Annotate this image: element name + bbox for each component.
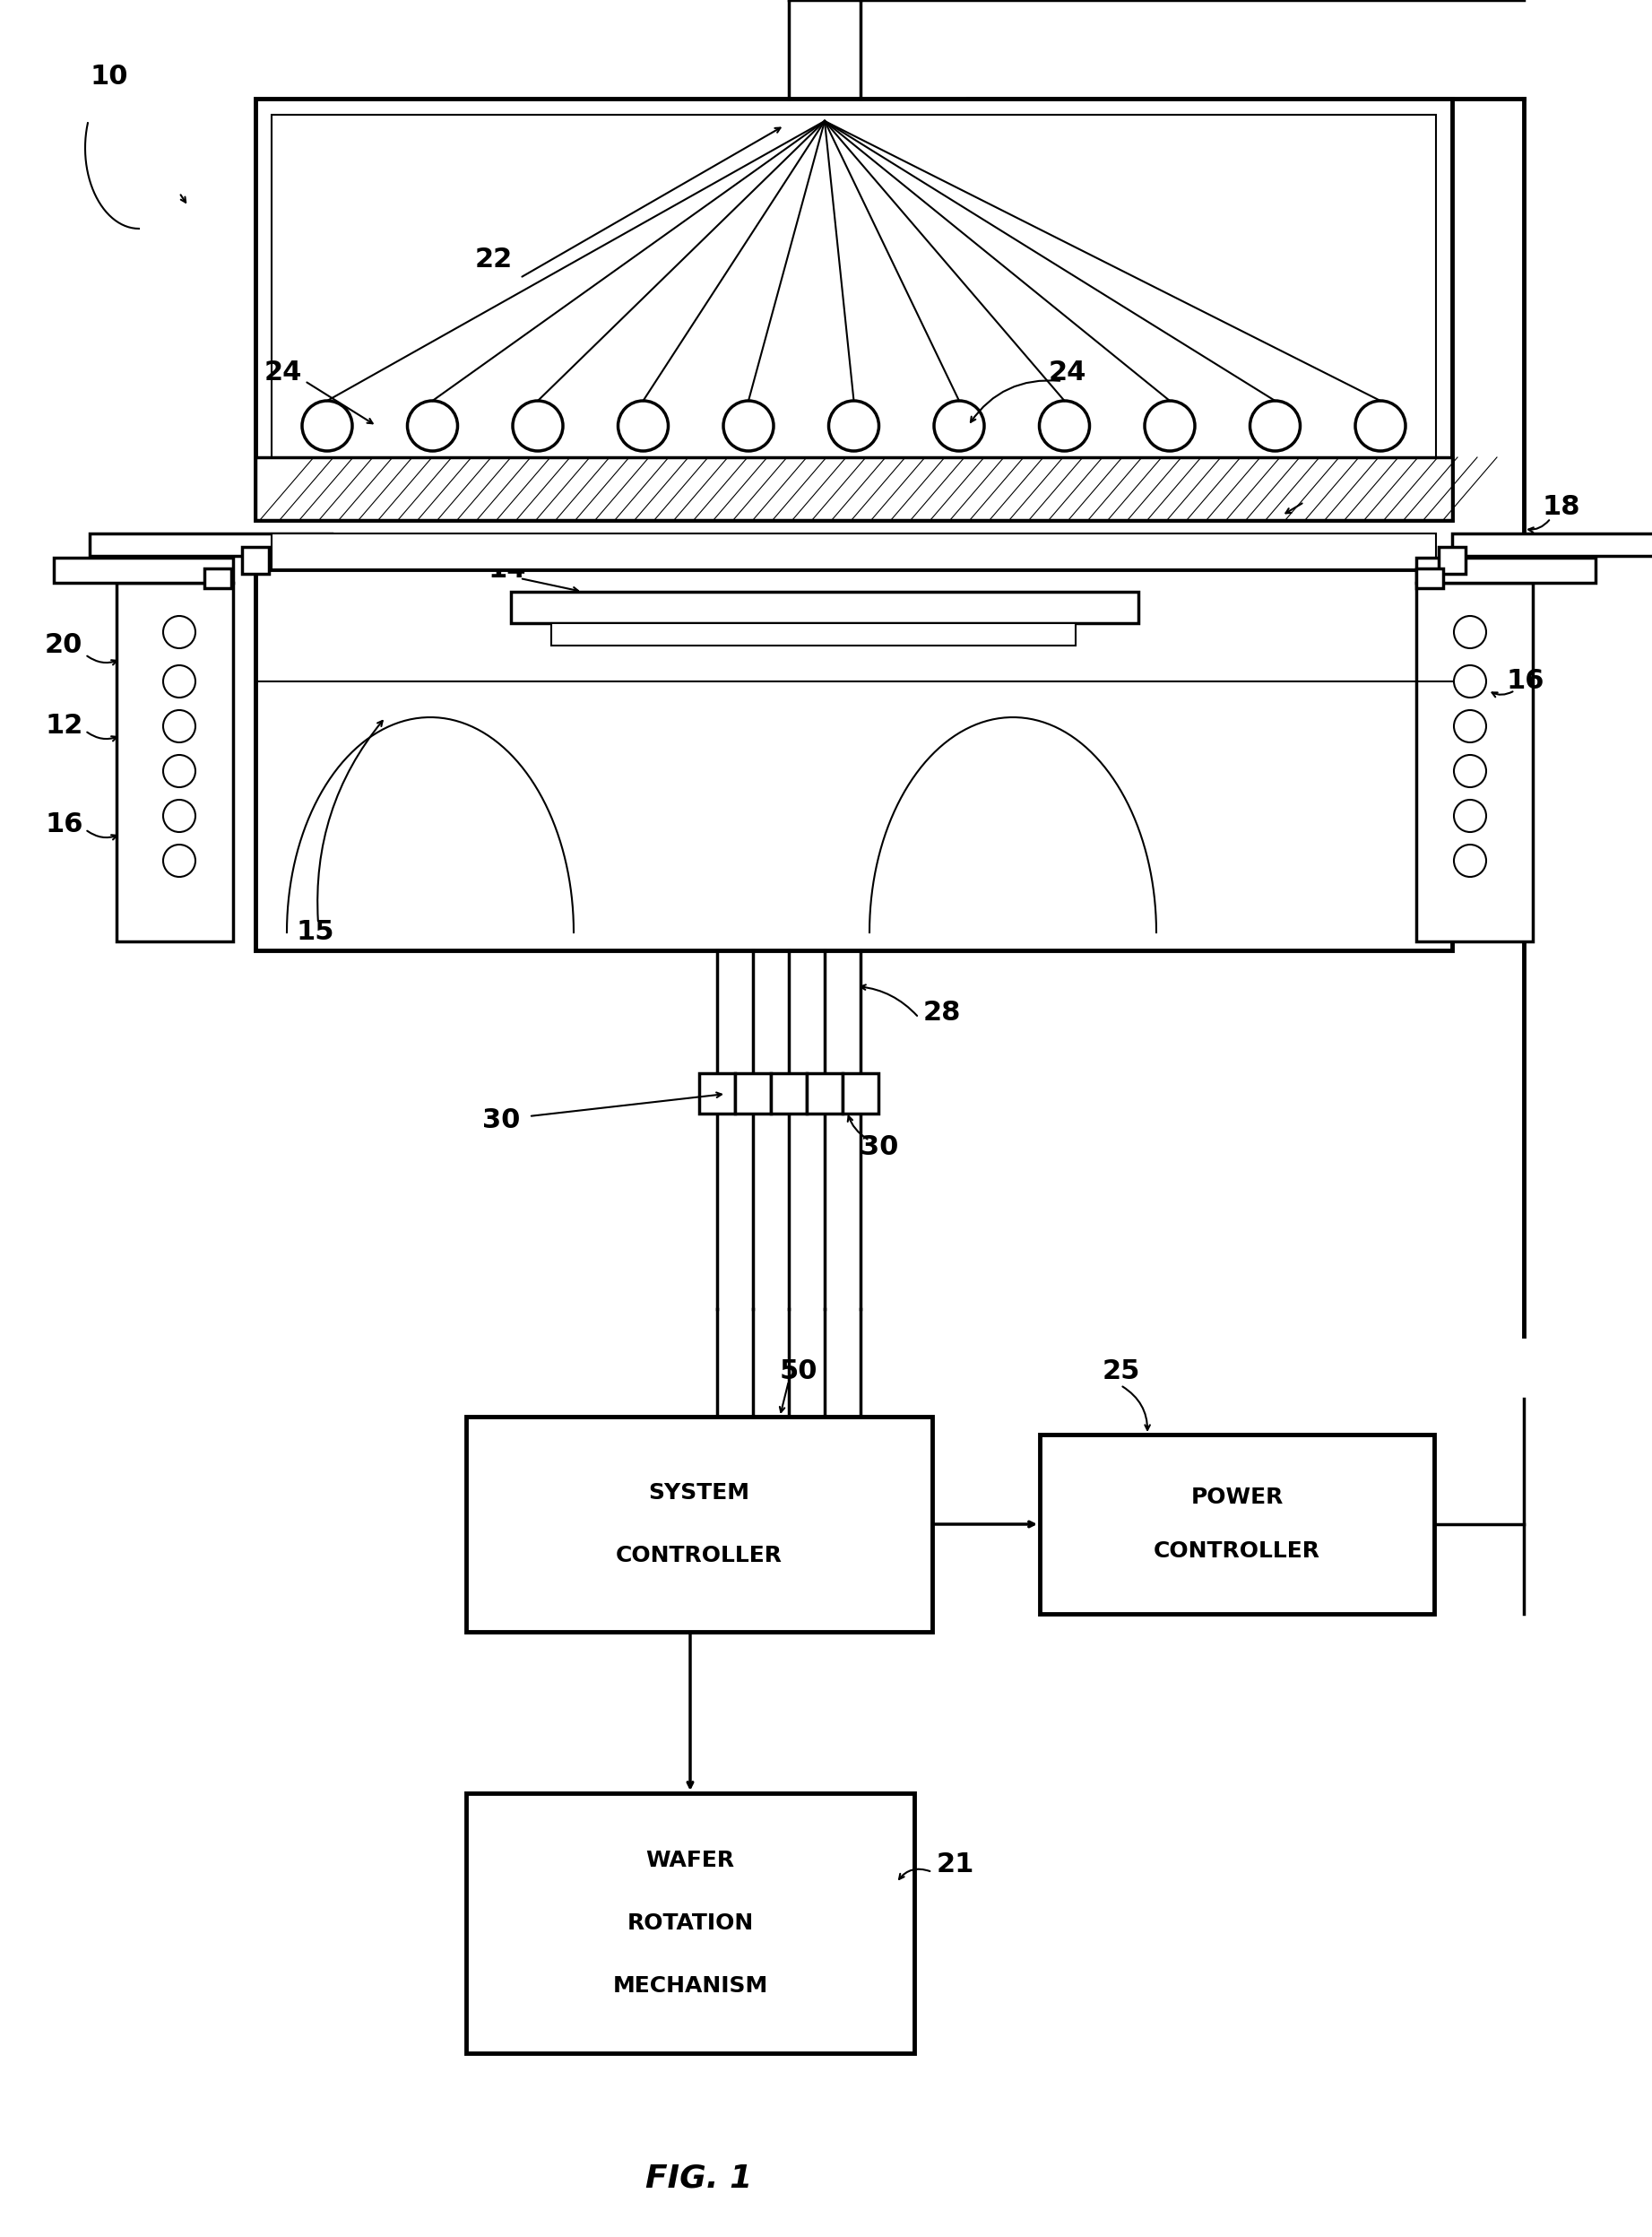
Text: 22: 22 <box>476 246 512 273</box>
Bar <box>466 1416 932 1631</box>
Text: 15: 15 <box>296 919 334 946</box>
Text: 14: 14 <box>489 557 527 582</box>
Bar <box>1416 584 1533 942</box>
Bar <box>1416 568 1444 588</box>
Text: WAFER: WAFER <box>646 1850 735 1870</box>
Bar <box>1039 1434 1434 1613</box>
Bar <box>55 557 233 584</box>
Bar <box>271 532 1436 570</box>
Text: 32: 32 <box>1300 481 1338 506</box>
Bar <box>256 456 1452 519</box>
Text: 50: 50 <box>780 1358 818 1385</box>
Text: 16: 16 <box>1507 669 1545 693</box>
Text: MECHANISM: MECHANISM <box>613 1975 768 1998</box>
Bar <box>466 1794 914 2054</box>
Bar <box>89 532 332 555</box>
Text: 10: 10 <box>89 63 127 89</box>
Bar <box>1439 546 1465 575</box>
Text: CONTROLLER: CONTROLLER <box>616 1546 783 1566</box>
Text: 20: 20 <box>45 633 83 658</box>
Bar <box>205 568 231 588</box>
Text: 28: 28 <box>923 1000 961 1027</box>
Bar <box>552 624 1075 646</box>
Bar <box>271 114 1436 503</box>
Text: 30: 30 <box>861 1134 899 1161</box>
Text: FIG. 1: FIG. 1 <box>646 2163 753 2194</box>
Text: 24: 24 <box>264 360 302 385</box>
Text: POWER: POWER <box>1191 1488 1284 1508</box>
Bar <box>117 584 233 942</box>
Text: 21: 21 <box>937 1852 975 1877</box>
Bar <box>510 593 1138 624</box>
Text: SYSTEM: SYSTEM <box>649 1483 750 1503</box>
Text: 16: 16 <box>45 812 83 839</box>
Text: 18: 18 <box>1541 494 1579 519</box>
Text: 24: 24 <box>1049 360 1087 385</box>
Bar <box>699 1074 735 1114</box>
Bar <box>1416 557 1596 584</box>
Text: ROTATION: ROTATION <box>626 1913 753 1935</box>
Bar <box>771 1074 806 1114</box>
Text: 12: 12 <box>45 714 83 738</box>
Bar <box>256 98 1452 519</box>
Bar <box>1452 532 1652 555</box>
Bar <box>806 1074 843 1114</box>
Bar <box>243 546 269 575</box>
Bar <box>735 1074 771 1114</box>
Text: CONTROLLER: CONTROLLER <box>1153 1541 1320 1561</box>
Bar <box>256 570 1452 951</box>
Bar <box>843 1074 879 1114</box>
Text: 30: 30 <box>482 1107 520 1134</box>
Text: 25: 25 <box>1102 1358 1140 1385</box>
